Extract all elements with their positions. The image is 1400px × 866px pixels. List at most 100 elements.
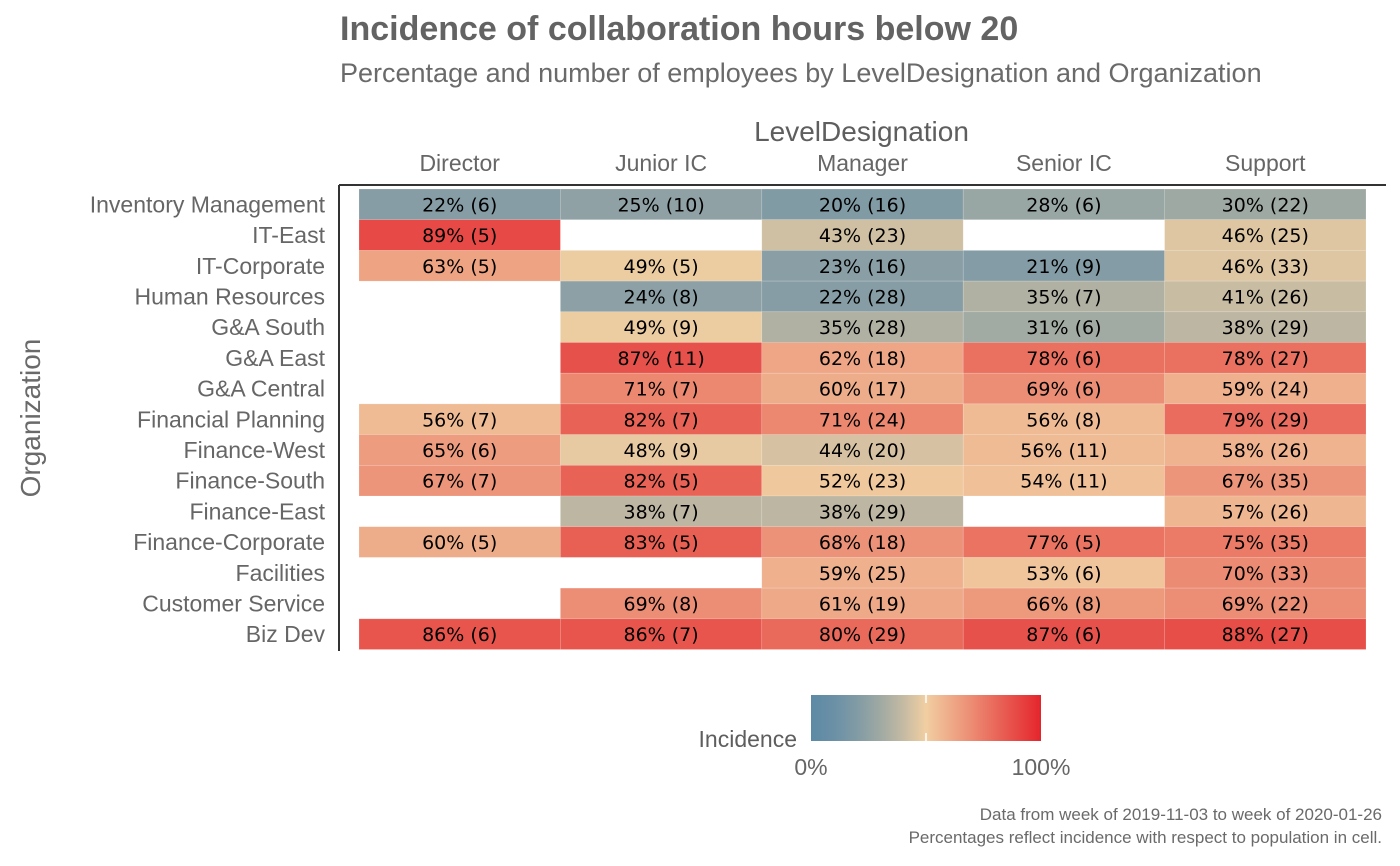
heatmap-cell xyxy=(1164,280,1367,313)
heatmap-cell xyxy=(962,587,1165,620)
heatmap-cell xyxy=(962,464,1165,497)
cell-label: 69% (8) xyxy=(624,593,699,615)
heatmap-cell xyxy=(358,219,561,251)
cell-label: 20% (16) xyxy=(819,194,906,216)
cell-label: 56% (8) xyxy=(1026,409,1101,431)
x-axis-title: LevelDesignation xyxy=(754,116,969,147)
heatmap-cell xyxy=(560,311,763,343)
heatmap-cell xyxy=(358,434,561,466)
cell-label: 25% (10) xyxy=(617,194,704,216)
heatmap-cell xyxy=(560,188,763,221)
cell-label: 87% (11) xyxy=(617,348,704,370)
cell-label: 60% (5) xyxy=(422,532,497,554)
cell-label: 46% (33) xyxy=(1222,256,1309,278)
heatmap-cell xyxy=(1164,618,1367,650)
cell-label: 65% (6) xyxy=(422,440,497,462)
heatmap-cell xyxy=(761,403,964,435)
cell-label: 86% (7) xyxy=(624,624,699,646)
cell-label: 38% (29) xyxy=(819,501,906,523)
heatmap-cell xyxy=(358,250,561,282)
heatmap-cell xyxy=(1164,250,1367,282)
legend-title: Incidence xyxy=(699,726,797,752)
legend-min-label: 0% xyxy=(794,754,827,780)
y-tick-label: Finance-Corporate xyxy=(133,529,325,555)
cell-label: 83% (5) xyxy=(624,532,699,554)
heatmap-cell xyxy=(962,618,1165,650)
heatmap-cell xyxy=(1164,219,1367,251)
y-tick-label: IT-East xyxy=(252,222,325,248)
heatmap-cell xyxy=(1164,434,1367,466)
y-tick-label: IT-Corporate xyxy=(196,253,325,279)
cell-label: 71% (7) xyxy=(624,379,699,401)
cell-label: 22% (28) xyxy=(819,286,906,308)
cell-label: 24% (8) xyxy=(624,286,699,308)
heatmap-cell xyxy=(1164,403,1367,435)
cell-label: 60% (17) xyxy=(819,379,906,401)
heatmap-cell xyxy=(560,280,763,313)
caption-note: Percentages reflect incidence with respe… xyxy=(908,828,1382,847)
cell-label: 75% (35) xyxy=(1222,532,1309,554)
cell-label: 23% (16) xyxy=(819,256,906,278)
heatmap-cell xyxy=(560,495,763,528)
heatmap-cell xyxy=(962,434,1165,466)
y-tick-label: G&A Central xyxy=(197,376,325,402)
heatmap-cell xyxy=(358,188,561,221)
cell-label: 62% (18) xyxy=(819,348,906,370)
heatmap-chart: LevelDesignation Director Junior IC Manager… xyxy=(15,116,1386,780)
cell-label: 80% (29) xyxy=(819,624,906,646)
cell-label: 35% (7) xyxy=(1026,286,1101,308)
heatmap-cell xyxy=(761,280,964,313)
cell-label: 53% (6) xyxy=(1026,563,1101,585)
y-axis-title: Organization xyxy=(15,339,46,498)
cell-label: 59% (25) xyxy=(819,563,906,585)
cell-label: 86% (6) xyxy=(422,624,497,646)
cell-label: 56% (7) xyxy=(422,409,497,431)
cell-label: 88% (27) xyxy=(1222,624,1309,646)
cell-label: 67% (7) xyxy=(422,471,497,493)
x-tick-label: Support xyxy=(1225,150,1306,176)
chart-title: Incidence of collaboration hours below 2… xyxy=(340,10,1019,48)
heatmap-cell xyxy=(1164,464,1367,497)
heatmap-cell xyxy=(1164,342,1367,374)
cell-label: 57% (26) xyxy=(1222,501,1309,523)
cell-label: 70% (33) xyxy=(1222,563,1309,585)
heatmap-cell xyxy=(761,219,964,251)
heatmap-cell xyxy=(761,342,964,374)
cell-label: 22% (6) xyxy=(422,194,497,216)
cell-label: 59% (24) xyxy=(1222,379,1309,401)
y-tick-label: Customer Service xyxy=(142,590,325,616)
x-tick-label: Junior IC xyxy=(615,150,707,176)
legend-max-label: 100% xyxy=(1012,754,1071,780)
cell-label: 79% (29) xyxy=(1222,409,1309,431)
cell-label: 69% (22) xyxy=(1222,593,1309,615)
cell-label: 48% (9) xyxy=(624,440,699,462)
cell-label: 63% (5) xyxy=(422,256,497,278)
y-tick-label: Facilities xyxy=(236,560,325,586)
cell-label: 68% (18) xyxy=(819,532,906,554)
caption-date-range: Data from week of 2019-11-03 to week of … xyxy=(979,805,1382,824)
cell-label: 56% (11) xyxy=(1020,440,1107,462)
heatmap-cell xyxy=(962,280,1165,313)
cell-label: 89% (5) xyxy=(422,225,497,247)
y-tick-label: G&A East xyxy=(225,345,325,371)
x-tick-label: Director xyxy=(419,150,500,176)
cell-label: 87% (6) xyxy=(1026,624,1101,646)
y-tick-label: Finance-South xyxy=(175,468,325,494)
heatmap-cell xyxy=(761,587,964,620)
heatmap-cell xyxy=(1164,587,1367,620)
heatmap-cell xyxy=(962,526,1165,558)
heatmap-cell xyxy=(560,618,763,650)
cell-label: 41% (26) xyxy=(1222,286,1309,308)
cell-label: 58% (26) xyxy=(1222,440,1309,462)
cell-label: 28% (6) xyxy=(1026,194,1101,216)
cell-label: 54% (11) xyxy=(1020,471,1107,493)
heatmap-cell xyxy=(962,250,1165,282)
chart-subtitle: Percentage and number of employees by Le… xyxy=(340,58,1262,88)
heatmap-cell xyxy=(761,618,964,650)
cell-label: 35% (28) xyxy=(819,317,906,339)
cell-label: 30% (22) xyxy=(1222,194,1309,216)
cell-label: 49% (9) xyxy=(624,317,699,339)
heatmap-cell xyxy=(761,188,964,221)
heatmap-cell xyxy=(1164,311,1367,343)
y-tick-label: Finance-East xyxy=(189,498,325,524)
